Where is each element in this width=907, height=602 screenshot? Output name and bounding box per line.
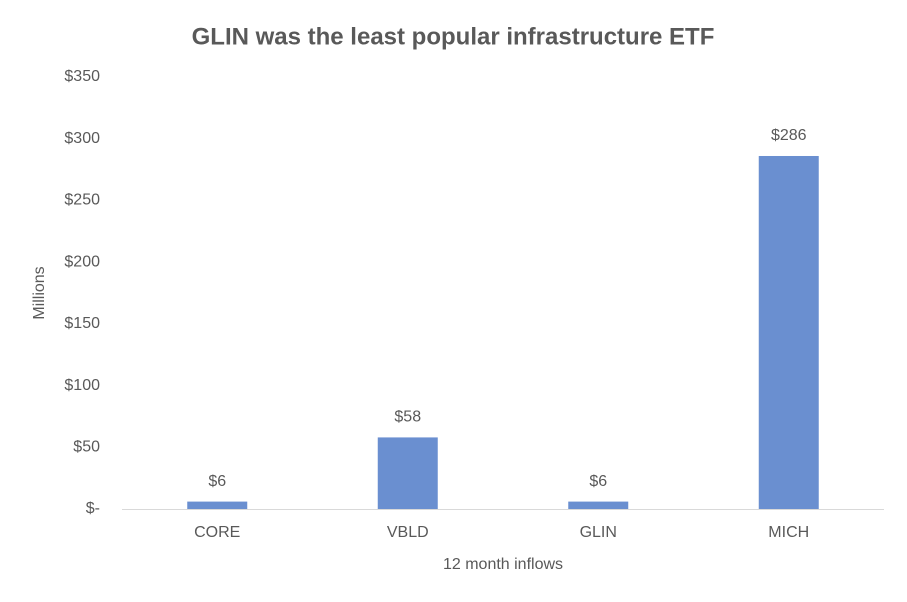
y-tick-label: $100 (64, 377, 100, 394)
y-axis-label: Millions (31, 266, 48, 319)
y-tick-label: $150 (64, 315, 100, 332)
data-label: $6 (589, 473, 607, 490)
x-tick-label: GLIN (580, 524, 617, 541)
y-tick-label: $- (86, 500, 100, 517)
x-tick-label: CORE (194, 524, 240, 541)
chart-title: GLIN was the least popular infrastructur… (192, 23, 715, 50)
data-label: $6 (208, 473, 226, 490)
data-label: $58 (394, 409, 421, 426)
bar (187, 501, 248, 509)
bar (568, 501, 629, 509)
x-tick-label: VBLD (387, 524, 429, 541)
x-tick-label: MICH (768, 524, 809, 541)
y-tick-label: $50 (73, 439, 100, 456)
x-axis-label: 12 month inflows (443, 556, 563, 573)
bar (377, 437, 438, 509)
y-tick-label: $350 (64, 68, 100, 85)
y-tick-label: $250 (64, 192, 100, 209)
data-label: $286 (771, 127, 807, 144)
y-tick-label: $300 (64, 130, 100, 147)
bar (758, 155, 819, 509)
y-tick-label: $200 (64, 253, 100, 270)
